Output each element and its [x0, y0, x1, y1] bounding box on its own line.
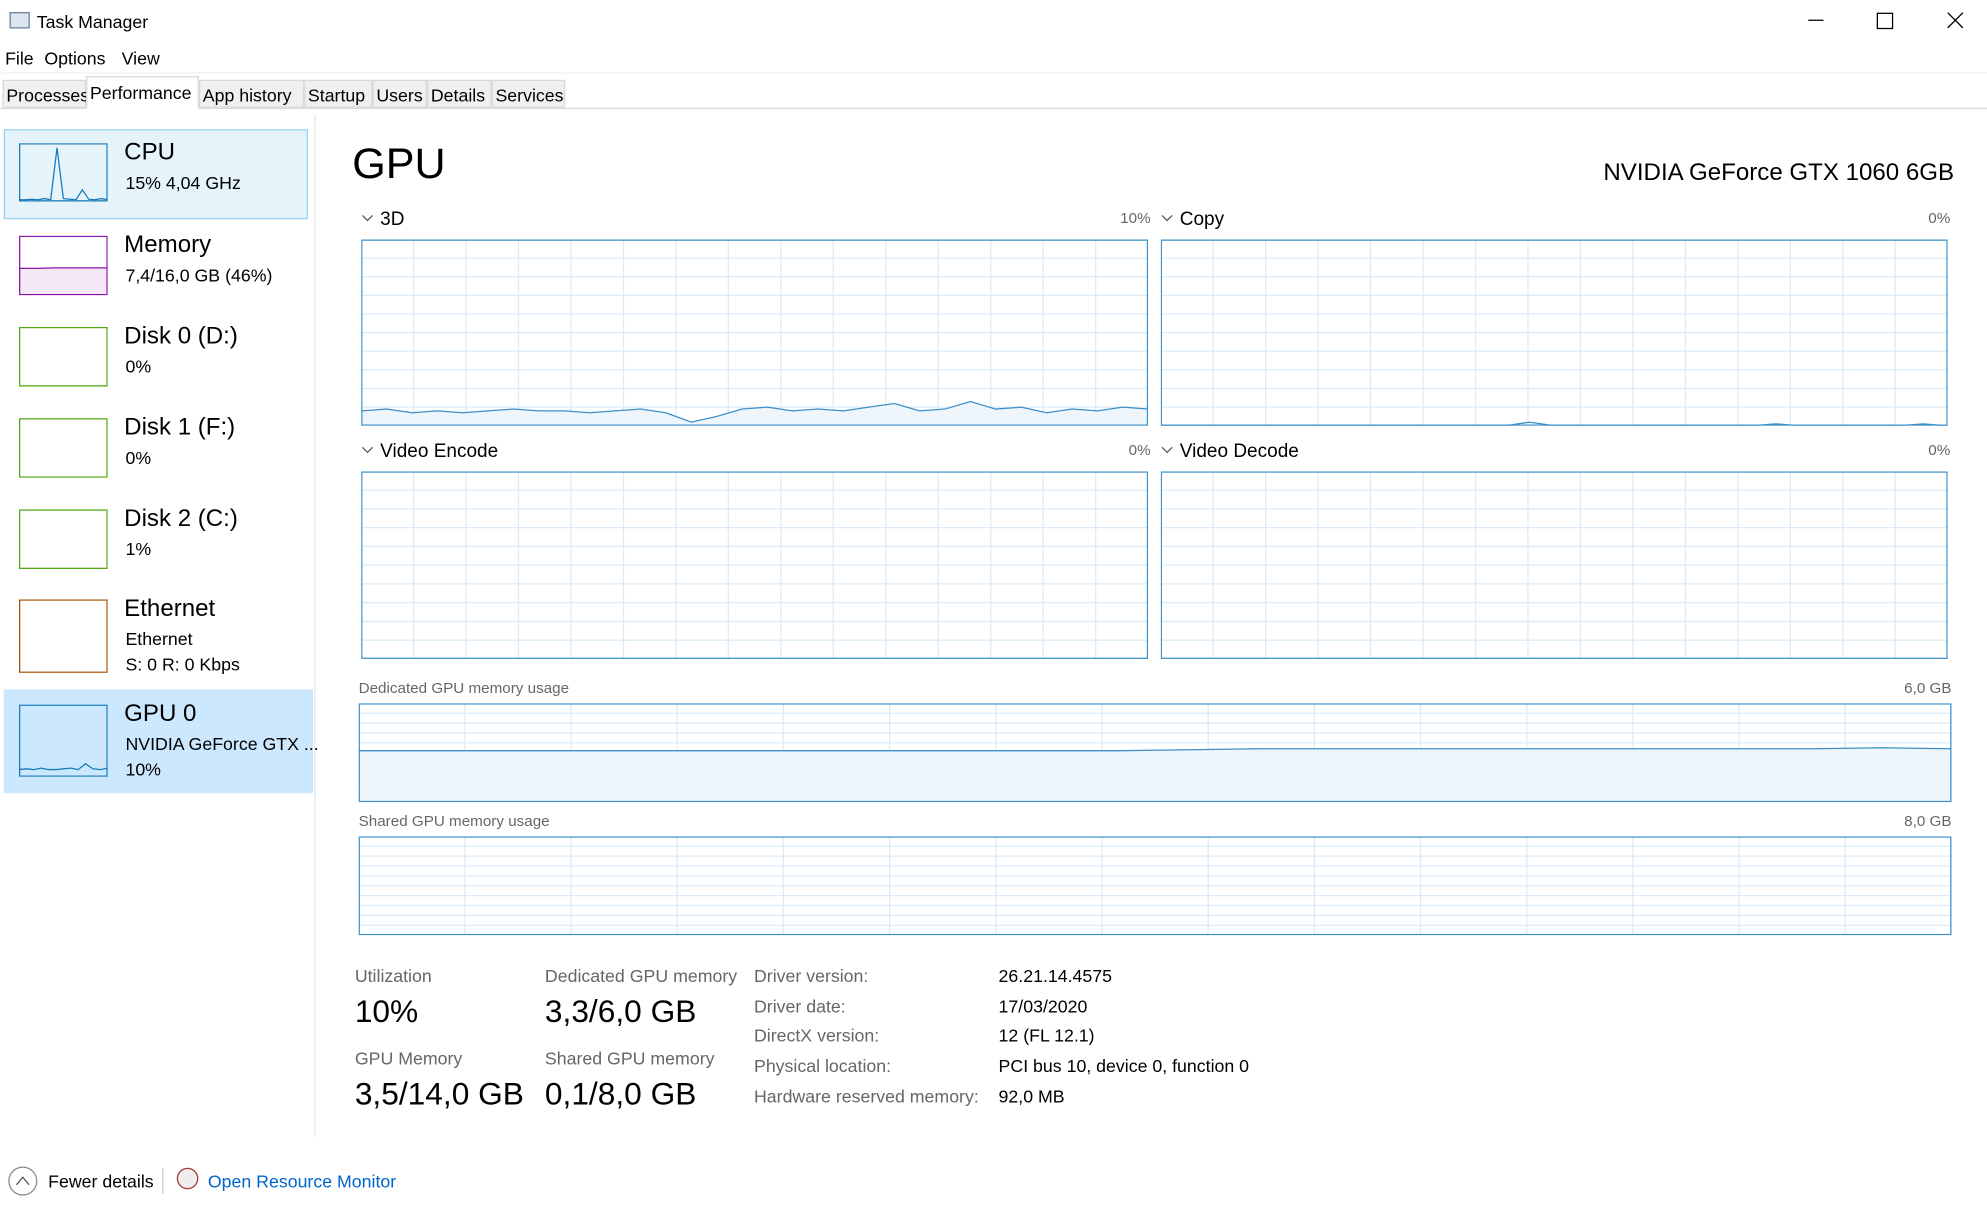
close-button[interactable] [1947, 12, 1964, 29]
tab-label[interactable]: Performance [89, 82, 192, 103]
sidebar-detail: 10% [125, 759, 161, 780]
resource-monitor-link[interactable]: Open Resource Monitor [207, 1170, 397, 1192]
detail-label: Driver date: [753, 995, 846, 1016]
window-title: Task Manager [36, 11, 149, 32]
memory-graph [358, 836, 1952, 936]
memory-graph-max: 8,0 GB [1904, 812, 1952, 831]
engine-value: 0% [1928, 209, 1951, 227]
collapse-chevron[interactable] [1161, 445, 1174, 455]
collapse-chevron[interactable] [1161, 213, 1174, 223]
stat-label: Utilization [354, 965, 432, 986]
panel-title: GPU [352, 140, 446, 189]
sidebar-thumbnail [19, 326, 108, 387]
tab[interactable] [491, 79, 566, 108]
resource-monitor-icon [176, 1167, 199, 1190]
tab-label[interactable]: Startup [307, 84, 366, 106]
sidebar-detail: 0% [125, 356, 152, 377]
chevron [15, 1176, 30, 1186]
memory-graph-label: Dedicated GPU memory usage [358, 679, 570, 697]
tab[interactable] [198, 79, 305, 108]
sidebar-name: Disk 2 (C:) [124, 505, 238, 533]
tab[interactable] [372, 79, 428, 108]
menu-item[interactable]: File [5, 48, 34, 69]
engine-graph [361, 471, 1149, 659]
sidebar-thumbnail [19, 418, 108, 478]
maximize-button[interactable] [1876, 12, 1894, 30]
engine-graph [1160, 239, 1948, 426]
detail-value: 17/03/2020 [998, 995, 1088, 1016]
detail-label: DirectX version: [753, 1025, 880, 1046]
menu-item[interactable]: View [121, 48, 160, 69]
detail-value: PCI bus 10, device 0, function 0 [998, 1055, 1250, 1076]
memory-graph-max: 6,0 GB [1904, 679, 1952, 697]
detail-value: 26.21.14.4575 [998, 965, 1113, 986]
sidebar-name: Disk 0 (D:) [124, 323, 238, 350]
sidebar-name: CPU [124, 139, 176, 167]
sidebar-thumbnail [19, 143, 108, 202]
sidebar-detail: 0% [125, 447, 152, 468]
app-icon [9, 12, 30, 29]
sidebar-name: Disk 1 (F:) [124, 414, 236, 441]
detail-label: Driver version: [753, 965, 869, 986]
sidebar-detail: 1% [125, 538, 152, 559]
engine-graph [361, 239, 1149, 426]
collapse-chevron[interactable] [361, 445, 374, 455]
sidebar-detail: Ethernet [125, 628, 193, 649]
engine-value: 0% [1928, 440, 1951, 459]
tab[interactable] [2, 79, 87, 108]
stat-label: GPU Memory [354, 1047, 463, 1069]
memory-graph-label: Shared GPU memory usage [358, 812, 550, 831]
sidebar-thumbnail [19, 599, 108, 673]
engine-label: Copy [1179, 208, 1225, 230]
tab[interactable] [427, 79, 492, 108]
device-name: NVIDIA GeForce GTX 1060 6GB [1603, 159, 1955, 187]
detail-value: 92,0 MB [998, 1085, 1065, 1107]
stat-value: 3,3/6,0 GB [544, 994, 697, 1030]
engine-label: Video Encode [380, 440, 499, 462]
engine-value: 0% [1128, 440, 1151, 459]
memory-graph [358, 703, 1952, 803]
collapse-chevron[interactable] [361, 213, 374, 223]
stat-value: 3,5/14,0 GB [354, 1076, 524, 1112]
engine-label: Video Decode [1179, 440, 1299, 462]
fewer-details-icon[interactable] [8, 1166, 38, 1196]
tab[interactable] [86, 76, 199, 109]
sidebar-thumbnail [19, 509, 108, 569]
tab-label[interactable]: Details [430, 84, 486, 106]
sidebar-detail: 15% 4,04 GHz [125, 172, 241, 193]
engine-graph [1160, 471, 1948, 659]
stat-label: Dedicated GPU memory [544, 965, 738, 986]
tab-label[interactable]: Processes [6, 84, 90, 106]
stat-value: 0,1/8,0 GB [544, 1076, 697, 1112]
sidebar-detail: 7,4/16,0 GB (46%) [125, 264, 273, 286]
menu-item[interactable]: Options [44, 48, 106, 69]
sidebar-name: GPU 0 [124, 700, 197, 728]
sidebar-detail: NVIDIA GeForce GTX ... [125, 733, 319, 754]
tab-label[interactable]: Users [376, 84, 423, 106]
sidebar-detail: S: 0 R: 0 Kbps [125, 653, 240, 675]
tab-label[interactable]: Services [495, 84, 564, 106]
tab-label[interactable]: App history [202, 84, 292, 106]
detail-label: Physical location: [753, 1055, 892, 1076]
fewer-details[interactable]: Fewer details [48, 1170, 154, 1192]
sidebar-thumbnail [19, 704, 108, 777]
engine-value: 10% [1120, 209, 1151, 227]
sidebar-thumbnail [19, 235, 108, 296]
tab[interactable] [304, 79, 373, 108]
detail-label: Hardware reserved memory: [753, 1085, 979, 1107]
detail-value: 12 (FL 12.1) [998, 1025, 1095, 1046]
sidebar-name: Memory [124, 231, 212, 259]
stat-label: Shared GPU memory [544, 1047, 715, 1069]
stat-value: 10% [354, 994, 419, 1030]
engine-label: 3D [380, 208, 405, 230]
sidebar-name: Ethernet [124, 595, 216, 623]
